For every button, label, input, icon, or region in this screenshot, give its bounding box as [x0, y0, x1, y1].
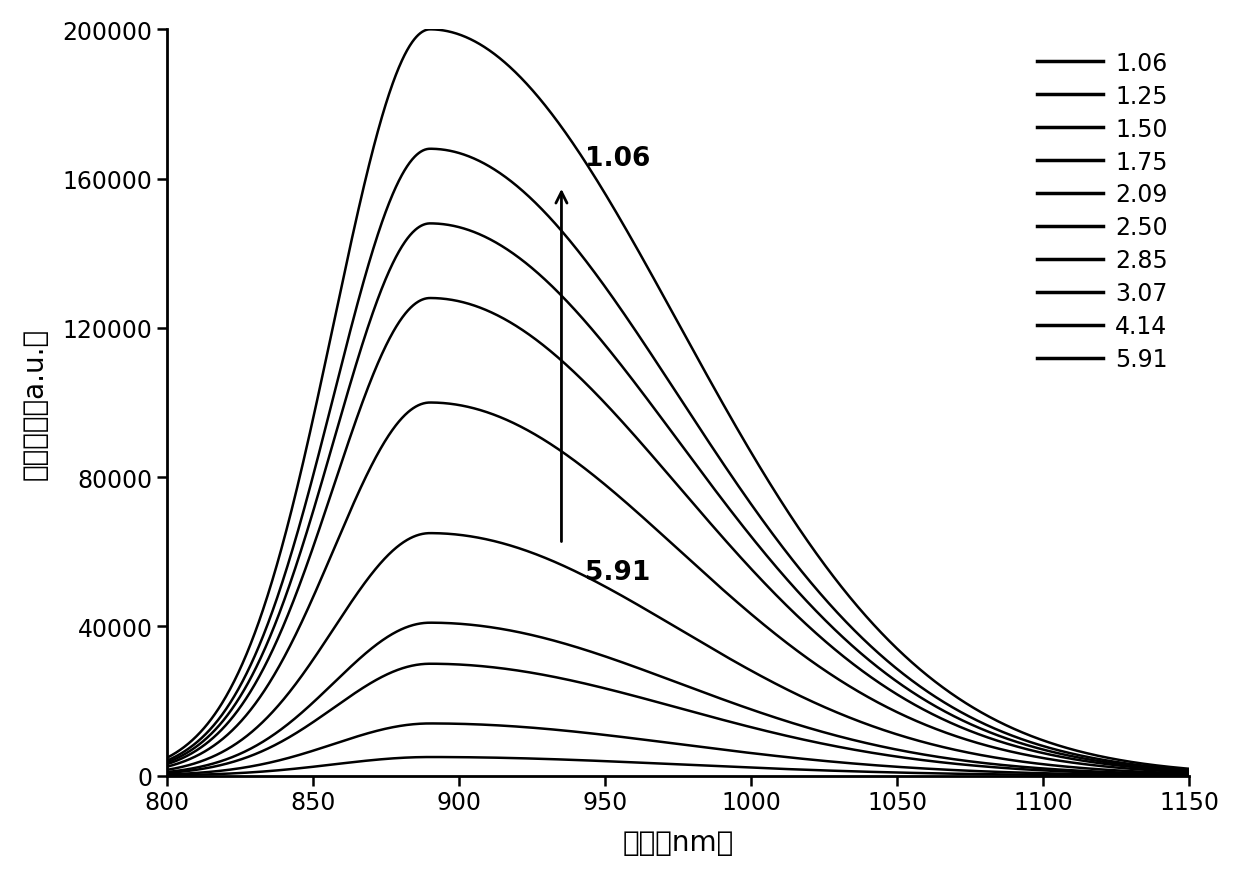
- Text: 5.91: 5.91: [585, 560, 650, 586]
- Legend: 1.06, 1.25, 1.50, 1.75, 2.09, 2.50, 2.85, 3.07, 4.14, 5.91: 1.06, 1.25, 1.50, 1.75, 2.09, 2.50, 2.85…: [1028, 42, 1177, 381]
- X-axis label: 波长（nm）: 波长（nm）: [622, 828, 734, 856]
- Y-axis label: 荧光强度（a.u.）: 荧光强度（a.u.）: [21, 327, 48, 479]
- Text: 1.06: 1.06: [585, 146, 650, 172]
